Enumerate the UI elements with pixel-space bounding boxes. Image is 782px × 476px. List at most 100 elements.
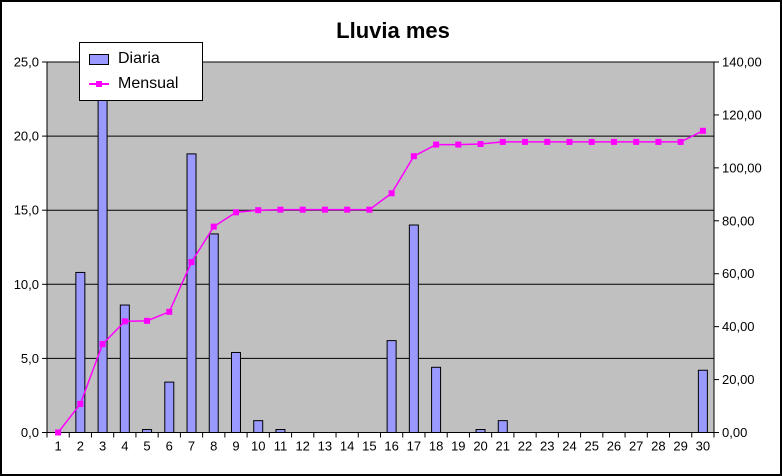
x-axis-label: 29 xyxy=(673,439,687,454)
bar-day-30 xyxy=(697,369,708,434)
x-axis-label: 16 xyxy=(384,439,398,454)
bar-day-11 xyxy=(275,429,286,434)
mensual-marker-day-13 xyxy=(321,206,328,213)
mensual-marker-day-14 xyxy=(344,206,351,213)
mensual-marker-day-6 xyxy=(166,308,173,315)
right-axis-label: 100,00 xyxy=(722,160,762,175)
x-axis-label: 23 xyxy=(540,439,554,454)
mensual-marker-day-7 xyxy=(188,259,195,266)
x-axis-label: 8 xyxy=(210,439,217,454)
mensual-marker-day-30 xyxy=(699,127,706,134)
left-axis-label: 10,0 xyxy=(14,277,39,292)
mensual-marker-day-25 xyxy=(588,138,595,145)
mensual-marker-day-19 xyxy=(455,141,462,148)
right-axis-label: 60,00 xyxy=(722,266,755,281)
bar-day-17 xyxy=(408,224,419,433)
mensual-marker-day-20 xyxy=(477,141,484,148)
x-axis-label: 25 xyxy=(584,439,598,454)
mensual-line xyxy=(57,130,704,433)
left-axis-label: 15,0 xyxy=(14,203,39,218)
right-axis-label: 120,00 xyxy=(722,107,762,122)
chart-title: Lluvia mes xyxy=(336,18,450,43)
x-axis-label: 9 xyxy=(232,439,239,454)
x-axis-label: 2 xyxy=(77,439,84,454)
x-axis-label: 3 xyxy=(99,439,106,454)
mensual-marker-day-29 xyxy=(677,138,684,145)
x-axis-label: 19 xyxy=(451,439,465,454)
x-axis-label: 1 xyxy=(54,439,61,454)
mensual-marker-day-17 xyxy=(410,153,417,160)
left-axis-label: 20,0 xyxy=(14,129,39,144)
bar-day-5 xyxy=(142,429,153,434)
mensual-marker-day-16 xyxy=(388,190,395,197)
x-axis-label: 21 xyxy=(496,439,510,454)
mensual-marker-day-18 xyxy=(433,141,440,148)
right-axis-label: 80,00 xyxy=(722,213,755,228)
plot-area-background xyxy=(46,61,715,433)
mensual-marker-day-2 xyxy=(77,400,84,407)
x-axis-label: 11 xyxy=(274,439,288,454)
mensual-marker-day-21 xyxy=(499,138,506,145)
mensual-marker-day-26 xyxy=(610,138,617,145)
mensual-marker-day-15 xyxy=(366,206,373,213)
x-axis-label: 28 xyxy=(651,439,665,454)
x-axis-label: 15 xyxy=(362,439,376,454)
bar-day-6 xyxy=(164,381,175,433)
mensual-marker-day-28 xyxy=(655,138,662,145)
x-axis-label: 17 xyxy=(407,439,421,454)
x-axis-label: 18 xyxy=(429,439,443,454)
legend: Diaria Mensual xyxy=(79,42,203,101)
bar-day-20 xyxy=(475,429,486,434)
legend-item-mensual: Mensual xyxy=(89,73,198,95)
bar-day-16 xyxy=(386,340,397,433)
mensual-marker-day-11 xyxy=(277,206,284,213)
right-axis-label: 0,00 xyxy=(722,425,747,440)
mensual-marker-day-22 xyxy=(522,138,529,145)
left-axis-label: 0,0 xyxy=(21,425,39,440)
x-axis-label: 10 xyxy=(251,439,265,454)
x-axis-label: 4 xyxy=(121,439,128,454)
mensual-marker-day-4 xyxy=(121,318,128,325)
bar-day-9 xyxy=(230,351,241,433)
mensual-marker-day-9 xyxy=(232,209,239,216)
right-axis-label: 20,00 xyxy=(722,372,755,387)
bar-series-swatch xyxy=(89,53,109,65)
mensual-marker-day-5 xyxy=(144,317,151,324)
right-axis-label: 40,00 xyxy=(722,319,755,334)
mensual-marker-day-24 xyxy=(566,138,573,145)
x-axis-label: 14 xyxy=(340,439,354,454)
right-axis-label: 140,00 xyxy=(722,55,762,70)
x-axis-label: 24 xyxy=(562,439,576,454)
bar-day-2 xyxy=(75,271,86,433)
x-axis-label: 12 xyxy=(295,439,309,454)
left-axis-label: 5,0 xyxy=(21,351,39,366)
mensual-marker-day-27 xyxy=(633,138,640,145)
left-axis-label: 25,0 xyxy=(14,55,39,70)
bar-day-4 xyxy=(119,304,130,434)
x-axis-label: 6 xyxy=(166,439,173,454)
line-series-swatch xyxy=(89,80,109,87)
x-axis-label: 22 xyxy=(518,439,532,454)
bar-day-21 xyxy=(497,420,508,434)
x-axis-label: 7 xyxy=(188,439,195,454)
mensual-marker-day-1 xyxy=(55,429,62,436)
x-axis-label: 30 xyxy=(696,439,710,454)
x-axis-label: 13 xyxy=(318,439,332,454)
mensual-marker-day-8 xyxy=(210,223,217,230)
bar-day-10 xyxy=(253,420,264,434)
legend-label-diaria: Diaria xyxy=(118,50,160,68)
bar-day-18 xyxy=(431,366,442,433)
bar-day-3 xyxy=(97,97,108,434)
mensual-marker-day-23 xyxy=(544,138,551,145)
x-axis-label: 27 xyxy=(629,439,643,454)
x-axis-label: 26 xyxy=(607,439,621,454)
x-axis-label: 20 xyxy=(473,439,487,454)
legend-label-mensual: Mensual xyxy=(118,74,179,92)
legend-item-diaria: Diaria xyxy=(89,48,198,70)
mensual-marker-day-10 xyxy=(255,207,262,214)
mensual-marker-day-3 xyxy=(99,341,106,348)
x-axis-label: 5 xyxy=(143,439,150,454)
bar-day-8 xyxy=(208,233,219,433)
